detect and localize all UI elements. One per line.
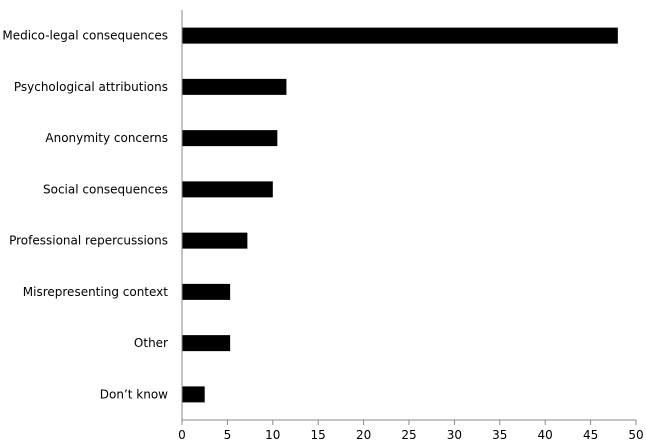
category-label: Misrepresenting context: [23, 285, 169, 299]
category-label: Medico-legal consequences: [2, 29, 168, 43]
category-label: Other: [134, 336, 168, 350]
category-label: Don’t know: [100, 387, 168, 401]
x-tick-label: 35: [492, 428, 507, 442]
bar: [182, 283, 231, 300]
x-tick-label: 20: [356, 428, 371, 442]
category-label: Anonymity concerns: [45, 131, 168, 145]
bar: [182, 335, 231, 352]
x-tick-label: 10: [265, 428, 280, 442]
x-tick-label: 0: [178, 428, 186, 442]
category-label: Social consequences: [43, 182, 168, 196]
x-axis-ticks: 0 5 10 15 20 25 30 35 40 45 50: [178, 420, 644, 442]
x-tick-label: 40: [538, 428, 553, 442]
bar: [182, 27, 618, 44]
category-labels: Medico-legal consequences Psychological a…: [2, 29, 168, 402]
bar: [182, 386, 205, 403]
bar: [182, 232, 248, 249]
bar: [182, 78, 287, 95]
x-tick-label: 45: [583, 428, 598, 442]
x-tick-label: 5: [224, 428, 232, 442]
bar: [182, 130, 278, 147]
bar: [182, 181, 273, 198]
x-tick-label: 15: [311, 428, 326, 442]
bars-group: [182, 27, 618, 403]
x-tick-label: 25: [401, 428, 416, 442]
x-tick-label: 30: [447, 428, 462, 442]
category-label: Psychological attributions: [14, 80, 168, 94]
x-tick-label: 50: [628, 428, 643, 442]
category-label: Professional repercussions: [9, 234, 168, 248]
